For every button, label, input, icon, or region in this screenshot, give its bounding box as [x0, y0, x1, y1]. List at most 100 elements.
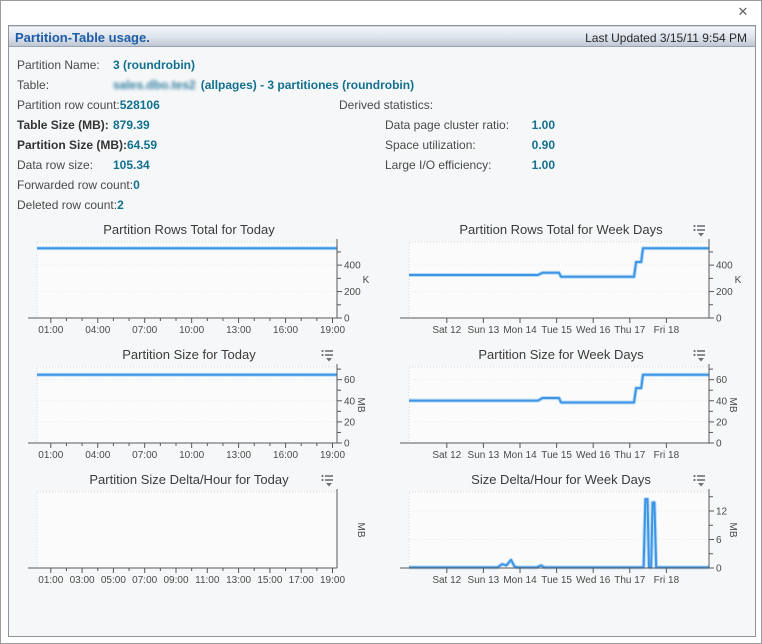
chart-canvas: 0 20 40 60 MB 01:00 04:00 07:00 10:00 13:00 16:00 1… — [28, 364, 366, 461]
chart-4: Partition Size for Week Days 0 20 40 60 MB Sat… — [389, 346, 757, 471]
chart-2: Partition Rows Total for Week Days 0 200 40… — [389, 221, 757, 346]
svg-text:07:00: 07:00 — [132, 575, 157, 586]
svg-text:MB: MB — [727, 523, 738, 538]
chart-title: Partition Rows Total for Week Days — [459, 222, 663, 237]
stat-row: Partition row count: 528106 — [17, 95, 337, 115]
svg-text:07:00: 07:00 — [132, 325, 157, 336]
chart-title: Partition Size for Week Days — [478, 347, 644, 362]
svg-text:Mon 14: Mon 14 — [503, 325, 537, 336]
chart-menu-icon[interactable] — [693, 349, 707, 362]
svg-text:MB: MB — [355, 398, 366, 413]
stat-label: Deleted row count: — [17, 198, 118, 212]
derived-stat-row: Space utilization: 0.90 — [339, 135, 555, 155]
close-icon[interactable]: ✕ — [737, 4, 749, 19]
derived-stat-row: Large I/O efficiency: 1.00 — [339, 155, 555, 175]
svg-text:Mon 14: Mon 14 — [503, 575, 537, 586]
chart-1: Partition Rows Total for Today 0 200 400 K 01… — [17, 221, 385, 346]
svg-text:0: 0 — [344, 439, 350, 450]
table-value-suffix: (allpages) - 3 partitiones (roundrobin) — [200, 78, 415, 92]
svg-text:60: 60 — [344, 375, 356, 386]
stat-row: Data row size: 105.34 — [17, 155, 337, 175]
svg-text:0: 0 — [344, 314, 350, 325]
svg-text:Sun 13: Sun 13 — [468, 575, 500, 586]
chart-menu-icon[interactable] — [321, 349, 335, 362]
partition-name-label: Partition Name: — [17, 58, 100, 72]
svg-text:MB: MB — [727, 398, 738, 413]
chart-canvas: 0 6 12 MB Sat 12 Sun 13 Mon 14 Tue 15 Wed 16 Thu … — [400, 489, 738, 586]
stat-label: Data row size: — [17, 158, 94, 172]
svg-text:Sat 12: Sat 12 — [432, 575, 461, 586]
stat-row: Forwarded row count: 0 — [17, 175, 337, 195]
charts-grid: Partition Rows Total for Today 0 200 400 K 01… — [17, 221, 755, 596]
svg-text:19:00: 19:00 — [320, 450, 345, 461]
svg-text:0: 0 — [716, 314, 722, 325]
derived-stat-label: Data page cluster ratio: — [385, 118, 510, 132]
svg-text:60: 60 — [716, 375, 728, 386]
stat-value: 105.34 — [113, 158, 150, 172]
panel-header: Partition-Table usage. Last Updated 3/15… — [9, 26, 755, 47]
svg-text:15:00: 15:00 — [257, 575, 282, 586]
derived-stat-label: Large I/O efficiency: — [385, 158, 492, 172]
svg-text:200: 200 — [716, 287, 733, 298]
derived-stat-value: 1.00 — [531, 158, 555, 172]
table-label: Table: — [17, 78, 50, 92]
chart-menu-icon[interactable] — [693, 474, 707, 487]
chart-3: Partition Size for Today 0 20 40 60 MB 01:00 04… — [17, 346, 385, 471]
chart-menu-icon[interactable] — [693, 224, 707, 237]
svg-text:Sun 13: Sun 13 — [468, 325, 500, 336]
table-name-redacted: sales.dbo.tes2 — [113, 78, 196, 92]
svg-text:17:00: 17:00 — [289, 575, 314, 586]
svg-text:04:00: 04:00 — [85, 450, 110, 461]
svg-text:Thu 17: Thu 17 — [614, 325, 646, 336]
partition-name-row: Partition Name: 3 (roundrobin) — [17, 55, 747, 75]
svg-text:Sat 12: Sat 12 — [432, 450, 461, 461]
svg-text:40: 40 — [344, 396, 356, 407]
window-titlebar: ✕ — [1, 1, 761, 23]
svg-text:Sun 13: Sun 13 — [468, 450, 500, 461]
chart-canvas: 0 20 40 60 MB Sat 12 Sun 13 Mon 14 Tue 15 Wed 16 T… — [400, 364, 738, 461]
svg-text:09:00: 09:00 — [163, 575, 188, 586]
derived-stat-label: Space utilization: — [385, 138, 476, 152]
svg-text:01:00: 01:00 — [38, 450, 63, 461]
svg-text:MB: MB — [355, 523, 366, 538]
svg-text:16:00: 16:00 — [273, 325, 298, 336]
svg-text:13:00: 13:00 — [226, 575, 251, 586]
partition-name-value: 3 (roundrobin) — [113, 58, 195, 72]
svg-text:Mon 14: Mon 14 — [503, 450, 537, 461]
svg-text:16:00: 16:00 — [273, 450, 298, 461]
svg-text:Wed 16: Wed 16 — [576, 575, 611, 586]
svg-text:0: 0 — [716, 439, 722, 450]
chart-title: Partition Rows Total for Today — [103, 222, 275, 237]
svg-text:12: 12 — [716, 507, 728, 518]
stat-value: 0 — [133, 178, 140, 192]
svg-text:K: K — [363, 275, 370, 286]
chart-menu-icon[interactable] — [321, 474, 335, 487]
stat-value: 2 — [117, 198, 124, 212]
derived-stat-row: Data page cluster ratio: 1.00 — [339, 115, 555, 135]
stat-label: Forwarded row count: — [17, 178, 134, 192]
svg-text:Tue 15: Tue 15 — [541, 575, 572, 586]
stats-left-column: Partition row count: 528106 Table Size (MB… — [17, 95, 337, 215]
svg-text:Tue 15: Tue 15 — [541, 450, 572, 461]
svg-text:07:00: 07:00 — [132, 450, 157, 461]
svg-text:200: 200 — [344, 287, 361, 298]
svg-text:20: 20 — [344, 417, 356, 428]
svg-text:05:00: 05:00 — [101, 575, 126, 586]
stat-row: Table Size (MB): 879.39 — [17, 115, 337, 135]
chart-6: Size Delta/Hour for Week Days 0 6 12 MB Sat 1… — [389, 471, 757, 596]
derived-stat-value: 1.00 — [531, 118, 555, 132]
svg-text:K: K — [735, 275, 742, 286]
stat-label: Partition Size (MB): — [17, 138, 127, 152]
svg-text:Fri 18: Fri 18 — [654, 450, 680, 461]
svg-text:6: 6 — [716, 535, 722, 546]
chart-title: Size Delta/Hour for Week Days — [471, 472, 651, 487]
svg-text:0: 0 — [716, 564, 722, 575]
svg-text:400: 400 — [344, 261, 361, 272]
svg-text:Wed 16: Wed 16 — [576, 325, 611, 336]
svg-text:13:00: 13:00 — [226, 450, 251, 461]
svg-text:Tue 15: Tue 15 — [541, 325, 572, 336]
svg-text:Wed 16: Wed 16 — [576, 450, 611, 461]
